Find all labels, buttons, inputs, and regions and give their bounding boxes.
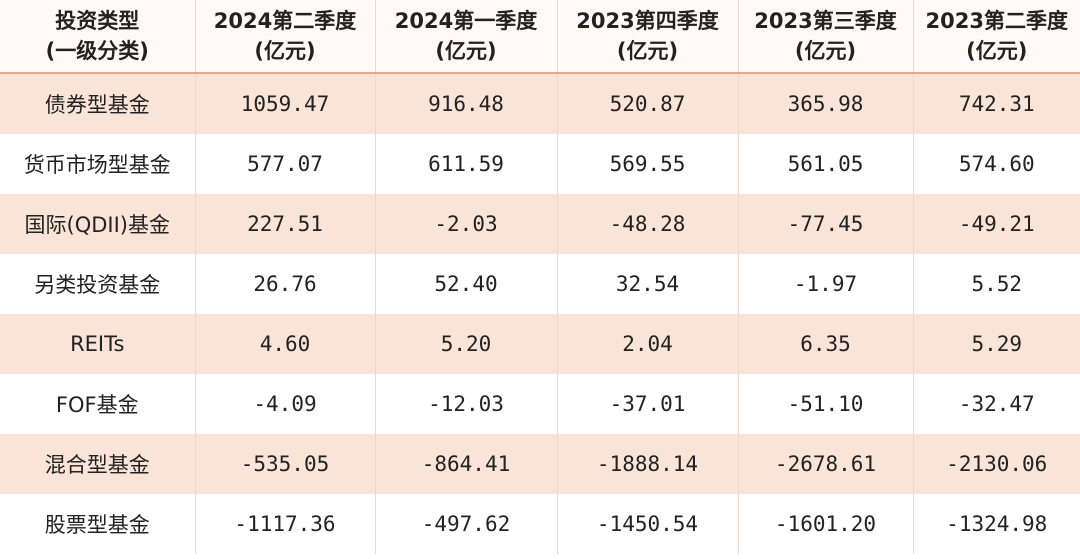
fund-type: 股票型基金 <box>0 494 196 554</box>
header-line: (一级分类) <box>45 39 149 63</box>
header-row: 投资类型 (一级分类) 2024第二季度 (亿元) 2024第一季度 (亿元) 2023第四… <box>0 0 1080 74</box>
header-line: (亿元) <box>966 39 1028 63</box>
value-cell: -12.03 <box>374 374 558 434</box>
value-cell: 577.07 <box>194 134 376 194</box>
header-line: 2023第三季度 <box>754 9 897 33</box>
value-cell: -497.62 <box>374 494 558 554</box>
header-line: (亿元) <box>616 39 679 63</box>
table-row: 国际(QDII)基金 227.51 -2.03 -48.28 -77.45 -49.21 <box>0 194 1080 254</box>
value-cell: -1117.36 <box>194 494 376 554</box>
header-cell: 2024第二季度 (亿元) <box>194 0 376 74</box>
table-row: 另类投资基金 26.76 52.40 32.54 -1.97 5.52 <box>0 254 1080 314</box>
header-line: 投资类型 <box>55 9 140 33</box>
value-cell: 574.60 <box>912 134 1080 194</box>
header-line: 2024第一季度 <box>394 9 538 33</box>
value-cell: -1450.54 <box>556 494 739 554</box>
fund-type: 债券型基金 <box>0 73 196 134</box>
value-cell: 52.40 <box>374 254 558 314</box>
value-cell: 26.76 <box>194 254 376 314</box>
table-row: 股票型基金 -1117.36 -497.62 -1450.54 -1601.20 -132… <box>0 494 1080 554</box>
fund-type: 另类投资基金 <box>0 254 196 314</box>
header-line: (亿元) <box>254 39 316 63</box>
value-cell: 1059.47 <box>194 73 376 134</box>
header-cell: 2023第三季度 (亿元) <box>737 0 914 74</box>
table-row: FOF基金 -4.09 -12.03 -37.01 -51.10 -32.47 <box>0 374 1080 434</box>
value-cell: 5.20 <box>374 314 558 374</box>
table-row: 货币市场型基金 577.07 611.59 569.55 561.05 574.60 <box>0 134 1080 194</box>
value-cell: 916.48 <box>374 73 558 134</box>
header-line: (亿元) <box>794 39 857 63</box>
value-cell: -4.09 <box>194 374 376 434</box>
fund-type: 国际(QDII)基金 <box>0 194 196 254</box>
value-cell: -49.21 <box>912 194 1080 254</box>
header-line: (亿元) <box>435 39 497 63</box>
value-cell: -864.41 <box>374 434 558 494</box>
value-cell: -37.01 <box>556 374 739 434</box>
value-cell: -32.47 <box>912 374 1080 434</box>
header-cell: 2023第二季度 (亿元) <box>912 0 1080 74</box>
value-cell: 520.87 <box>556 73 739 134</box>
table-body: 债券型基金 1059.47 916.48 520.87 365.98 742.31 货币市场… <box>0 73 1080 554</box>
header-cell: 投资类型 (一级分类) <box>0 0 196 74</box>
value-cell: 32.54 <box>556 254 739 314</box>
fund-type: 货币市场型基金 <box>0 134 196 194</box>
table-row: 混合型基金 -535.05 -864.41 -1888.14 -2678.61 -2130… <box>0 434 1080 494</box>
fund-type: REITs <box>0 314 196 374</box>
header-cell: 2023第四季度 (亿元) <box>556 0 739 74</box>
value-cell: -2130.06 <box>912 434 1080 494</box>
header-cell: 2024第一季度 (亿元) <box>374 0 558 74</box>
value-cell: -48.28 <box>556 194 739 254</box>
value-cell: 611.59 <box>374 134 558 194</box>
value-cell: -1601.20 <box>737 494 914 554</box>
value-cell: -51.10 <box>737 374 914 434</box>
value-cell: 2.04 <box>556 314 739 374</box>
value-cell: -2678.61 <box>737 434 914 494</box>
value-cell: 569.55 <box>556 134 739 194</box>
fund-type: 混合型基金 <box>0 434 196 494</box>
value-cell: -1.97 <box>737 254 914 314</box>
header-line: 2024第二季度 <box>213 9 357 33</box>
value-cell: 6.35 <box>737 314 914 374</box>
fund-type: FOF基金 <box>0 374 196 434</box>
value-cell: 5.52 <box>912 254 1080 314</box>
value-cell: 227.51 <box>194 194 376 254</box>
value-cell: 5.29 <box>912 314 1080 374</box>
header-line: 2023第二季度 <box>925 9 1068 33</box>
value-cell: -2.03 <box>374 194 558 254</box>
value-cell: -1324.98 <box>912 494 1080 554</box>
table-row: 债券型基金 1059.47 916.48 520.87 365.98 742.31 <box>0 73 1080 134</box>
value-cell: -1888.14 <box>556 434 739 494</box>
value-cell: 4.60 <box>194 314 376 374</box>
header-line: 2023第四季度 <box>576 9 719 33</box>
value-cell: 365.98 <box>737 73 914 134</box>
value-cell: -535.05 <box>194 434 376 494</box>
value-cell: 561.05 <box>737 134 914 194</box>
table-row: REITs 4.60 5.20 2.04 6.35 5.29 <box>0 314 1080 374</box>
value-cell: -77.45 <box>737 194 914 254</box>
value-cell: 742.31 <box>912 73 1080 134</box>
